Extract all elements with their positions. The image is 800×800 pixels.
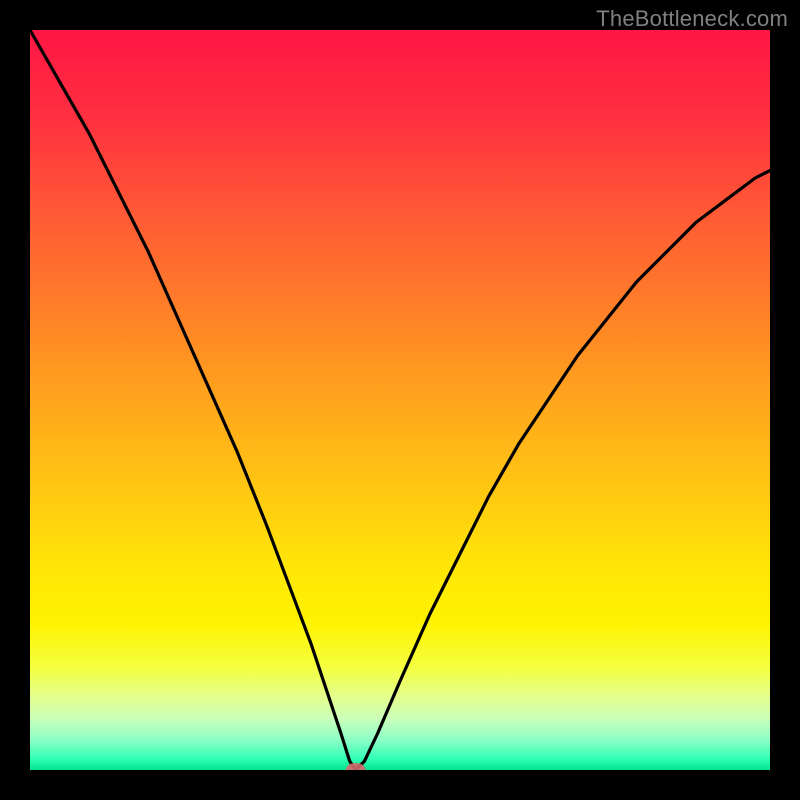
bottleneck-chart xyxy=(0,0,800,800)
watermark-text: TheBottleneck.com xyxy=(596,6,788,32)
chart-container: TheBottleneck.com xyxy=(0,0,800,800)
